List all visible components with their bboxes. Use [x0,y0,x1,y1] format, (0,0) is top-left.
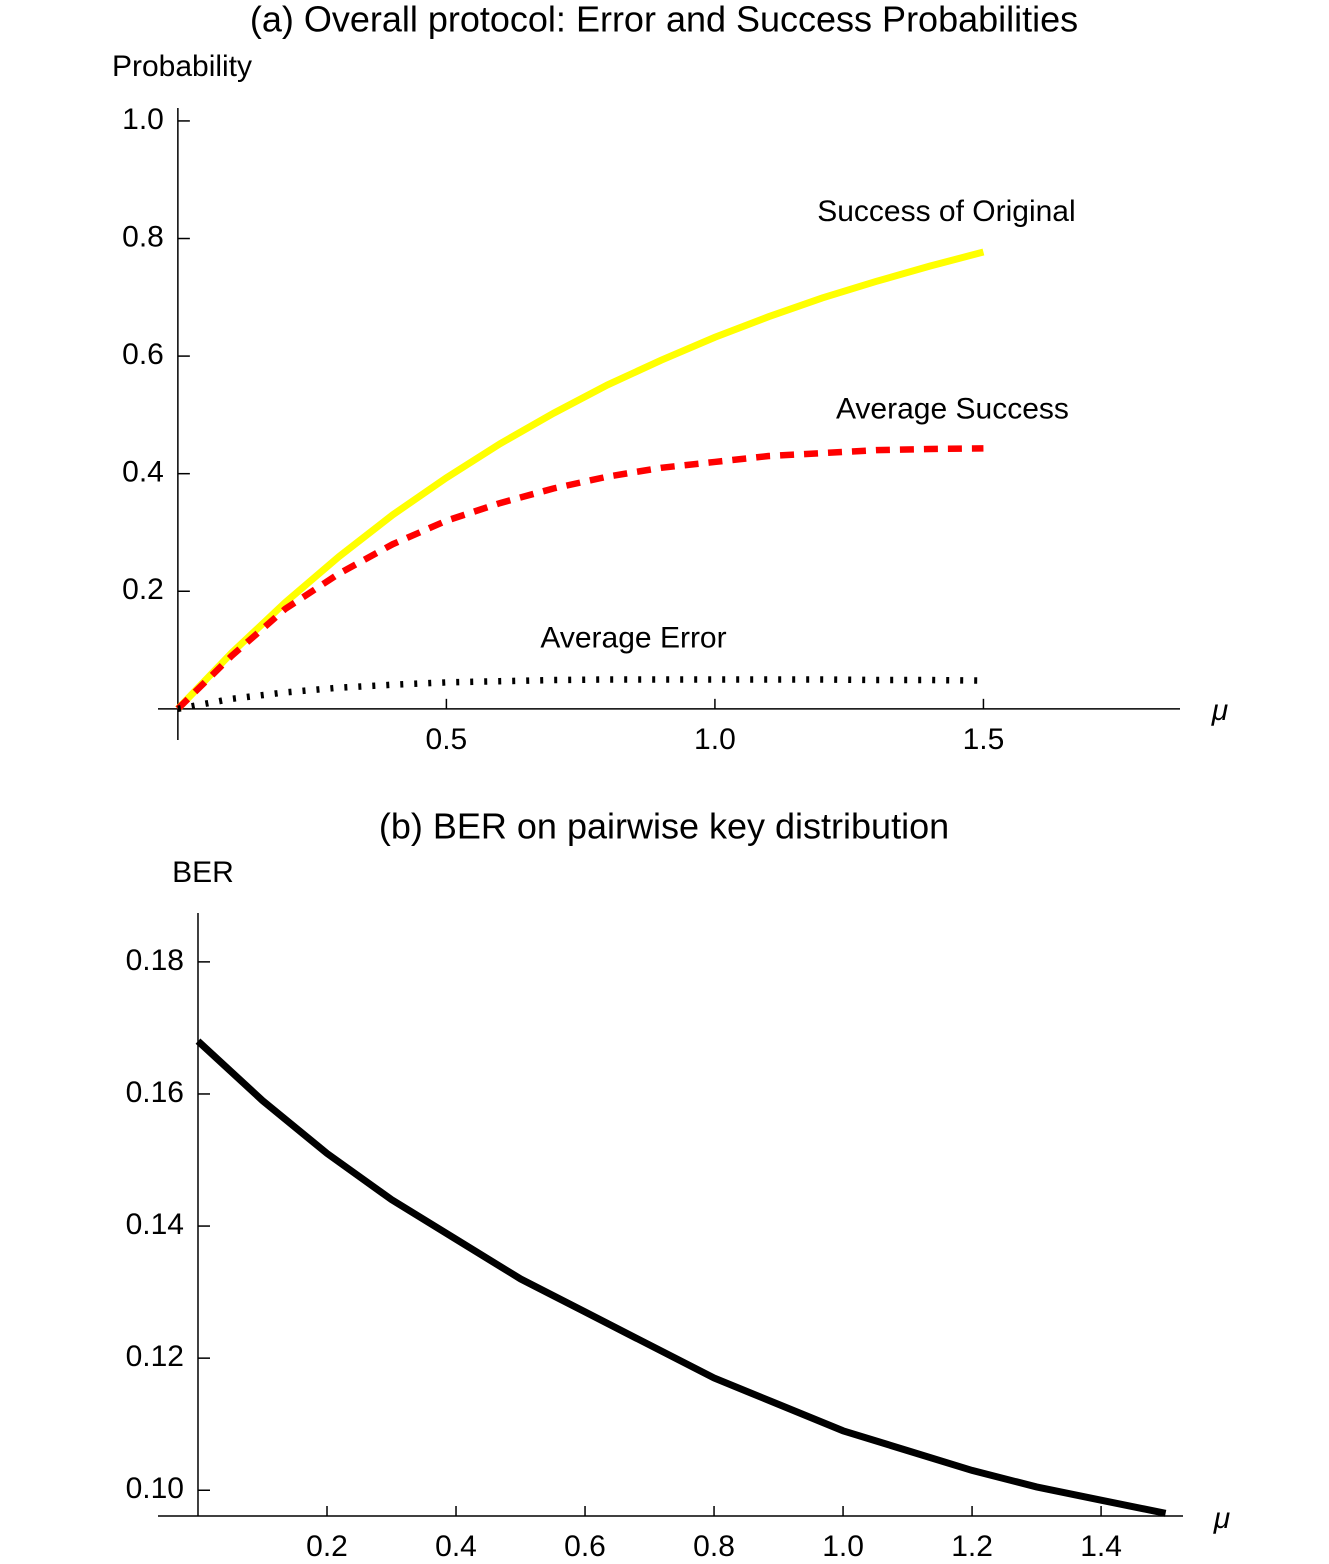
series-line [175,445,984,712]
x-axis-label: μ [1211,694,1228,727]
series-line [195,1038,1167,1517]
chart-title: (b) BER on pairwise key distribution [379,806,949,847]
x-tick-label: 1.4 [1080,1530,1122,1563]
y-tick-label: 0.16 [126,1076,184,1109]
series-label: Average Error [540,621,726,654]
x-tick-label: 0.4 [435,1530,477,1563]
x-tick-label: 0.2 [306,1530,348,1563]
x-tick-label: 1.2 [951,1530,993,1563]
y-tick-label: 0.10 [126,1472,184,1505]
series-label: Success of Original [817,195,1075,228]
y-tick-label: 0.12 [126,1340,184,1373]
y-tick-label: 1.0 [122,103,164,136]
x-tick-label: 0.6 [564,1530,606,1563]
x-tick-label: 0.8 [693,1530,735,1563]
series-line [177,676,984,713]
series-label: Average Success [836,392,1069,425]
x-tick-label: 0.5 [426,723,468,756]
x-axis-label: μ [1213,1502,1230,1535]
y-tick-label: 0.14 [126,1208,184,1241]
y-axis-label: BER [172,856,234,889]
x-tick-label: 1.0 [822,1530,864,1563]
x-tick-label: 1.5 [963,723,1005,756]
y-tick-label: 0.2 [122,573,164,606]
x-tick-label: 1.0 [694,723,736,756]
y-tick-label: 0.18 [126,944,184,977]
y-tick-label: 0.8 [122,220,164,253]
y-axis-label: Probability [112,50,252,83]
series-line [175,248,985,712]
chart-title: (a) Overall protocol: Error and Success … [250,0,1078,40]
y-tick-label: 0.6 [122,338,164,371]
y-tick-label: 0.4 [122,456,164,489]
